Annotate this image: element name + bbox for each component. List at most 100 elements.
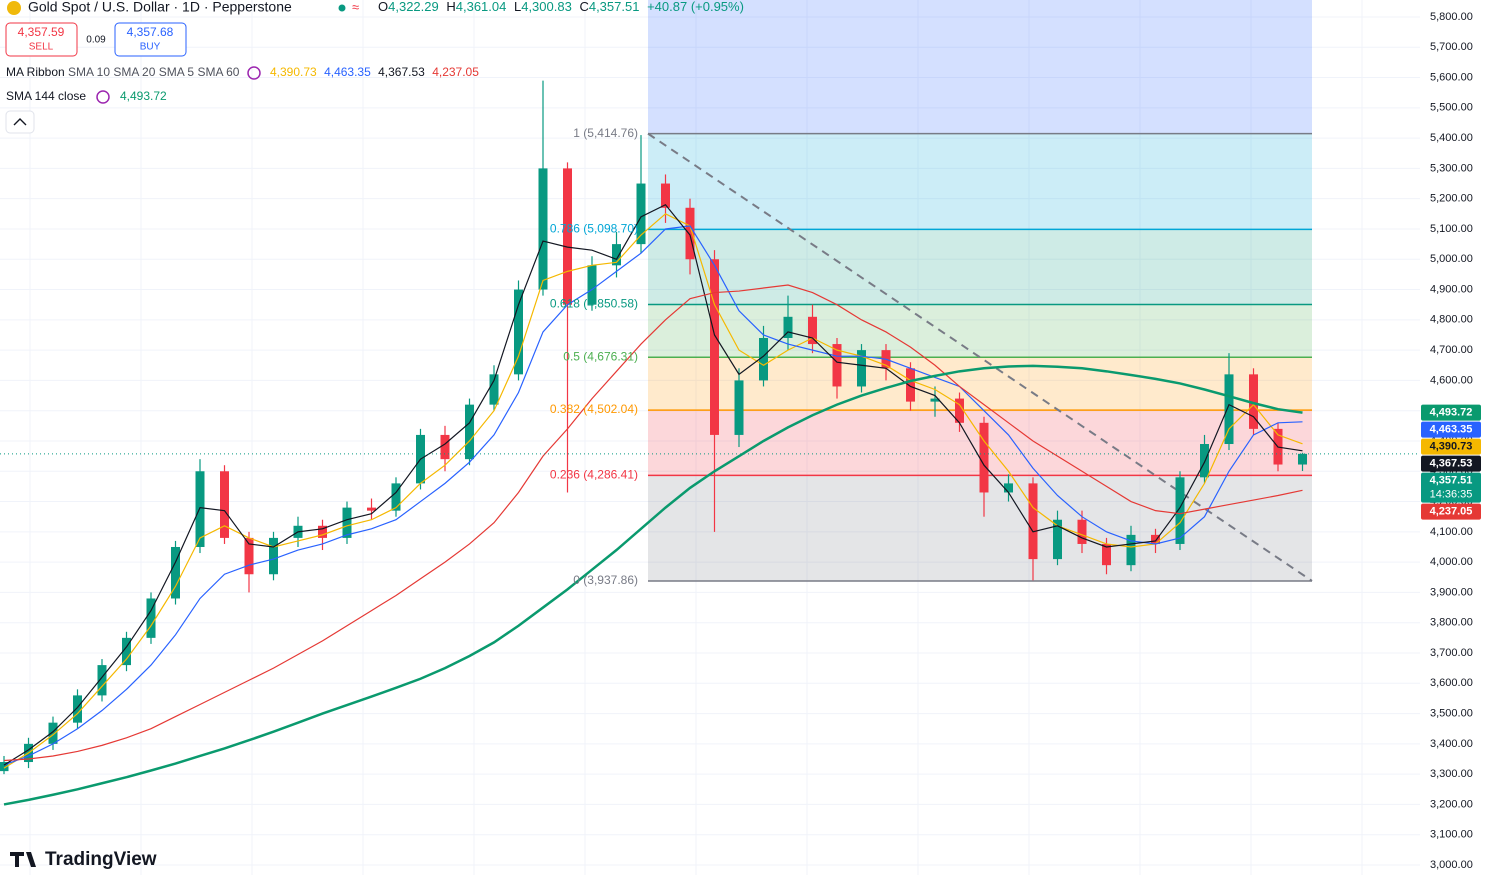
buy-price[interactable]: 4,357.68 bbox=[127, 25, 174, 39]
collapse-icon[interactable] bbox=[13, 118, 27, 126]
candle-body bbox=[195, 471, 205, 547]
y-tick-label: 4,600.00 bbox=[1430, 374, 1473, 386]
y-tick-label: 5,300.00 bbox=[1430, 162, 1473, 174]
candle-body bbox=[661, 183, 670, 208]
collapse-button[interactable] bbox=[5, 110, 35, 134]
candle-body bbox=[1028, 483, 1038, 560]
price-tag bbox=[1421, 404, 1481, 421]
price-tag-label: 4,237.05 bbox=[1430, 506, 1473, 518]
legend-value: 4,463.35 bbox=[324, 65, 371, 79]
fib-label: 0 (3,937.86) bbox=[573, 573, 638, 587]
fib-label: 0.382 (4,502.04) bbox=[550, 402, 638, 416]
price-tag-label: 4,390.73 bbox=[1430, 441, 1473, 453]
ma-line bbox=[3, 213, 1303, 769]
y-tick-label: 4,000.00 bbox=[1430, 556, 1473, 568]
candle-body bbox=[857, 350, 866, 387]
candle-body bbox=[734, 380, 744, 435]
price-tag bbox=[1421, 455, 1481, 472]
candle-body bbox=[440, 434, 450, 460]
candle-body bbox=[1224, 374, 1234, 445]
settings-icon[interactable] bbox=[247, 66, 261, 80]
sell-button[interactable] bbox=[5, 22, 78, 57]
y-tick-label: 5,700.00 bbox=[1430, 41, 1473, 53]
candle-body bbox=[1077, 519, 1087, 544]
settings-icon[interactable] bbox=[96, 90, 110, 104]
candle-body bbox=[318, 525, 327, 538]
countdown: 14:36:35 bbox=[1430, 489, 1473, 501]
y-tick-label: 4,900.00 bbox=[1430, 283, 1473, 295]
ma-line bbox=[3, 284, 1303, 762]
brand-logo bbox=[10, 852, 36, 867]
y-tick-label: 3,900.00 bbox=[1430, 586, 1473, 598]
y-tick-label: 5,600.00 bbox=[1430, 71, 1473, 83]
ohlc-legend: O4,322.29 H4,361.04 L4,300.83 C4,357.51 … bbox=[378, 0, 744, 14]
candle-body bbox=[489, 374, 499, 405]
y-tick-label: 3,600.00 bbox=[1430, 677, 1473, 689]
candle-body bbox=[244, 537, 254, 575]
overlay: 1 (5,414.76) 0.786 (5,098.70) 0.618 (4,850… bbox=[550, 126, 638, 587]
y-tick-label: 3,500.00 bbox=[1430, 707, 1473, 719]
y-tick-label: 3,100.00 bbox=[1430, 829, 1473, 841]
spread: 0.09 bbox=[86, 35, 106, 46]
symbol-title: Gold Spot / U.S. Dollar · 1D · Peppersto… bbox=[28, 0, 292, 15]
price-tag bbox=[1421, 472, 1481, 503]
fib-zone bbox=[648, 133, 1312, 230]
price-tag bbox=[1421, 421, 1481, 438]
candle-body bbox=[97, 665, 107, 696]
candle-body bbox=[1053, 519, 1062, 560]
candle-body bbox=[636, 183, 646, 245]
fib-label: 0.786 (5,098.70) bbox=[550, 222, 638, 236]
y-tick-label: 4,700.00 bbox=[1430, 344, 1473, 356]
ribbon-series-names: SMA 10 SMA 20 SMA 5 SMA 60 bbox=[68, 65, 240, 79]
candle-body bbox=[220, 471, 229, 538]
price-tag-label: 4,357.51 bbox=[1430, 475, 1473, 487]
y-tick-label: 3,300.00 bbox=[1430, 768, 1473, 780]
candle-body bbox=[1004, 483, 1013, 493]
legend-entry: SMA 60 bbox=[197, 65, 239, 79]
ohlc-value: 4,300.83 bbox=[521, 0, 572, 14]
candle-body bbox=[685, 207, 695, 260]
fib-label: 0.236 (4,286.41) bbox=[550, 468, 638, 482]
price-tag-label: 4,367.53 bbox=[1430, 458, 1473, 470]
candle-body bbox=[1102, 543, 1111, 566]
candle-body bbox=[171, 546, 180, 599]
legend-entry: SMA 10 bbox=[68, 65, 110, 79]
y-tick-label: 3,700.00 bbox=[1430, 647, 1473, 659]
sell-price[interactable]: 4,357.59 bbox=[18, 25, 65, 39]
buy-button[interactable] bbox=[114, 22, 187, 57]
candle-body bbox=[587, 265, 597, 305]
change: +40.87 (+0.95%) bbox=[647, 0, 744, 14]
candle-body bbox=[514, 289, 523, 375]
price-axis: 3,000.00 3,100.00 3,200.00 3,300.00 3,400.00… bbox=[1430, 11, 1473, 871]
candle-body bbox=[930, 398, 940, 402]
candle-body bbox=[73, 695, 82, 723]
candle-body bbox=[563, 168, 572, 305]
y-tick-label: 5,200.00 bbox=[1430, 193, 1473, 205]
candle-body bbox=[979, 422, 989, 493]
plot-area bbox=[0, 0, 1420, 875]
price-tag-label: 4,463.35 bbox=[1430, 424, 1473, 436]
legend: Gold Spot / U.S. Dollar · 1D · Peppersto… bbox=[5, 0, 744, 870]
fib-zone bbox=[648, 304, 1312, 358]
candle-body bbox=[367, 507, 376, 511]
fib-label: 1 (5,414.76) bbox=[573, 126, 638, 140]
y-tick-label: 3,000.00 bbox=[1430, 859, 1473, 871]
ohlc-value: 4,322.29 bbox=[388, 0, 439, 14]
ohlc-key: O bbox=[378, 0, 388, 14]
sell-label[interactable]: SELL bbox=[29, 42, 54, 53]
legend-value: 4,237.05 bbox=[432, 65, 479, 79]
candle-body bbox=[759, 338, 768, 381]
price-tags: 4,493.72 4,463.35 4,390.73 4,367.53 4,357.51… bbox=[1421, 404, 1481, 520]
fib-label: 0.5 (4,676.31) bbox=[563, 349, 638, 363]
candle-body bbox=[122, 637, 131, 666]
buy-label[interactable]: BUY bbox=[140, 42, 161, 53]
legend-entry: SMA 20 bbox=[113, 65, 155, 79]
price-tag bbox=[1421, 503, 1481, 520]
candle-body bbox=[465, 404, 474, 460]
candle-body bbox=[391, 483, 401, 511]
candle-body bbox=[1298, 453, 1307, 465]
ma-line bbox=[3, 203, 1303, 766]
legend-value: 4,493.72 bbox=[120, 89, 167, 103]
